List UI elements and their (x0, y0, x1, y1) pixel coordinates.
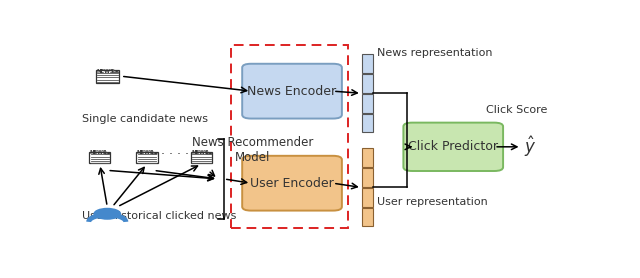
Text: News Encoder: News Encoder (248, 85, 337, 98)
Bar (362, 168, 372, 187)
Text: User historical clicked news: User historical clicked news (83, 211, 237, 221)
FancyBboxPatch shape (242, 64, 342, 118)
Text: NEWS: NEWS (97, 69, 115, 74)
Bar (362, 74, 372, 93)
Text: News Recommender
Model: News Recommender Model (191, 136, 313, 164)
FancyBboxPatch shape (96, 70, 119, 83)
Bar (362, 94, 372, 113)
Bar (362, 188, 372, 207)
Circle shape (93, 208, 121, 220)
Polygon shape (207, 152, 212, 154)
Text: User Encoder: User Encoder (250, 177, 334, 190)
FancyBboxPatch shape (403, 123, 503, 171)
Bar (362, 208, 372, 227)
Bar (231, 45, 348, 228)
Text: News representation: News representation (376, 48, 492, 58)
Text: . . . .: . . . . (161, 143, 189, 157)
Polygon shape (105, 152, 110, 154)
Polygon shape (113, 70, 119, 72)
FancyBboxPatch shape (191, 152, 212, 163)
Polygon shape (152, 152, 157, 154)
Text: Single candidate news: Single candidate news (83, 114, 209, 124)
Text: User representation: User representation (376, 197, 487, 207)
Bar (362, 114, 372, 132)
Text: NEWS: NEWS (191, 150, 209, 155)
Bar (362, 54, 372, 73)
Text: Click Predictor: Click Predictor (408, 140, 499, 153)
FancyBboxPatch shape (90, 152, 110, 163)
Text: NEWS: NEWS (136, 150, 154, 155)
Bar (362, 148, 372, 167)
Text: NEWS: NEWS (90, 150, 107, 155)
FancyBboxPatch shape (136, 152, 157, 163)
Text: $\hat{y}$: $\hat{y}$ (524, 135, 536, 159)
Text: Click Score: Click Score (486, 105, 547, 115)
FancyBboxPatch shape (242, 156, 342, 211)
